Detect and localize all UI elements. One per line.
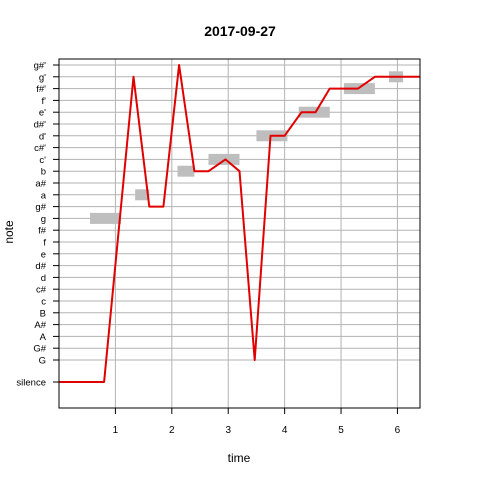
pitch-line bbox=[59, 64, 420, 383]
y-tick-label: e bbox=[41, 249, 46, 260]
y-axis: silence GG#AA#Bcc#dd#eff#gg#aa#bc'c#'d'd#… bbox=[16, 61, 59, 389]
chart-title: 2017-09-27 bbox=[204, 23, 276, 39]
y-tick-label: c bbox=[41, 297, 46, 308]
y-tick-label: A bbox=[40, 332, 47, 343]
y-tick-label: B bbox=[40, 308, 46, 319]
x-tick-label: 3 bbox=[225, 425, 231, 436]
y-tick-label: d# bbox=[35, 261, 46, 272]
grid-layer bbox=[59, 59, 420, 408]
plot-frame bbox=[58, 58, 421, 409]
y-tick-label: g# bbox=[35, 202, 46, 213]
y-tick-label: g bbox=[41, 214, 46, 225]
y-tick-label: c' bbox=[39, 155, 46, 166]
y-tick-label: g' bbox=[39, 72, 46, 83]
y-tick-label: d#' bbox=[34, 120, 47, 131]
note-bar bbox=[135, 189, 150, 201]
y-tick-label: G# bbox=[33, 344, 46, 355]
pitch-series bbox=[59, 64, 420, 383]
y-tick-label: f bbox=[43, 238, 46, 249]
x-tick-label: 2 bbox=[169, 425, 175, 436]
y-tick-label: a bbox=[41, 190, 47, 201]
y-tick-label: g#' bbox=[34, 61, 47, 72]
x-tick-label: 4 bbox=[282, 425, 288, 436]
x-axis-label: time bbox=[228, 451, 251, 465]
y-tick-label: d' bbox=[39, 131, 46, 142]
y-tick-label: a# bbox=[35, 179, 46, 190]
y-tick-label: f' bbox=[42, 96, 47, 107]
x-tick-label: 6 bbox=[395, 425, 401, 436]
y-tick-label: silence bbox=[16, 378, 46, 389]
x-tick-label: 5 bbox=[338, 425, 344, 436]
y-tick-label: c# bbox=[36, 285, 47, 296]
y-tick-label: b bbox=[41, 167, 46, 178]
y-tick-label: G bbox=[39, 356, 46, 367]
y-axis-label: note bbox=[2, 220, 16, 244]
note-bar bbox=[90, 212, 122, 224]
y-tick-label: e' bbox=[39, 108, 46, 119]
x-axis: 1 2 3 4 5 6 bbox=[113, 408, 401, 436]
y-tick-label: f# bbox=[38, 226, 47, 237]
y-tick-label: d bbox=[41, 273, 46, 284]
y-tick-label: A# bbox=[34, 320, 46, 331]
note-bar bbox=[177, 165, 195, 177]
x-tick-label: 1 bbox=[113, 425, 119, 436]
y-tick-label: c#' bbox=[34, 143, 46, 154]
y-tick-label: f#' bbox=[36, 84, 46, 95]
